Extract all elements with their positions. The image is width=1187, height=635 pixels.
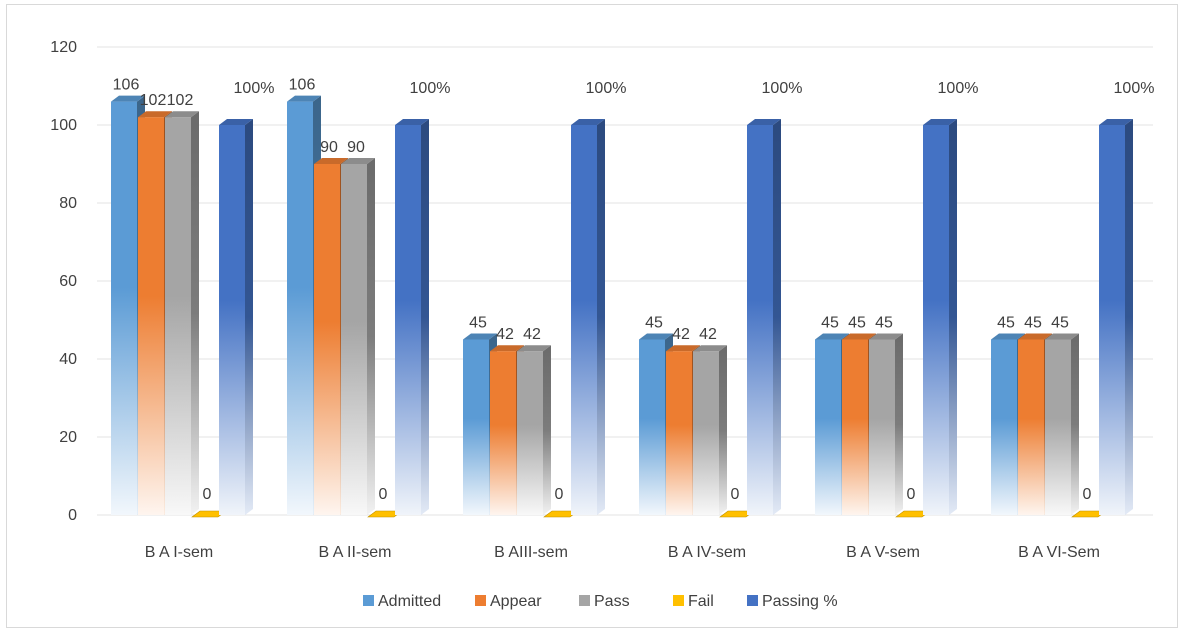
data-label: 0 <box>379 486 388 503</box>
legend-swatch <box>363 595 374 606</box>
bar-pass-6 <box>1045 333 1079 515</box>
x-category-label: B A V-sem <box>846 544 920 561</box>
bar-passing-2 <box>395 119 429 515</box>
legend-item-3: Pass <box>579 593 630 610</box>
data-label: 42 <box>672 326 690 343</box>
x-category-label: B A I-sem <box>145 544 213 561</box>
data-label: 45 <box>469 315 487 332</box>
y-tick-label: 80 <box>59 195 77 212</box>
data-label: 0 <box>731 486 740 503</box>
legend-swatch <box>579 595 590 606</box>
data-label: 0 <box>907 486 916 503</box>
bar-pass-2 <box>341 158 375 515</box>
chart-frame: 0 20 40 60 80 100 120 106 102 102 0 100% 106 90 90 0 10… <box>6 4 1178 628</box>
y-tick-label: 40 <box>59 351 77 368</box>
bar-passing-5 <box>923 119 957 515</box>
x-category-label: B A II-sem <box>319 544 392 561</box>
legend-label: Appear <box>490 593 542 610</box>
bar-pass-5 <box>869 333 903 515</box>
data-label: 100% <box>234 80 275 97</box>
legend: Admitted Appear Pass Fail Passing % <box>363 593 838 610</box>
legend-swatch <box>475 595 486 606</box>
legend-label: Fail <box>688 593 714 610</box>
x-axis-categories: B A I-sem B A II-sem B AIII-sem B A IV-sem B… <box>145 544 1100 561</box>
data-label: 42 <box>699 326 717 343</box>
bar-passing-4 <box>747 119 781 515</box>
data-label: 106 <box>113 77 140 94</box>
data-label: 42 <box>496 326 514 343</box>
data-label: 45 <box>1051 315 1069 332</box>
legend-label: Admitted <box>378 593 441 610</box>
y-tick-label: 0 <box>68 507 77 524</box>
data-label: 100% <box>938 80 979 97</box>
data-label: 45 <box>997 315 1015 332</box>
gridlines <box>97 46 1153 516</box>
data-label: 42 <box>523 326 541 343</box>
data-label: 100% <box>1114 80 1155 97</box>
data-label: 102 <box>140 92 167 109</box>
data-label: 100% <box>410 80 451 97</box>
data-label: 0 <box>555 486 564 503</box>
y-tick-label: 60 <box>59 273 77 290</box>
legend-label: Pass <box>594 593 630 610</box>
y-tick-label: 20 <box>59 429 77 446</box>
legend-swatch <box>747 595 758 606</box>
data-label: 45 <box>1024 315 1042 332</box>
data-label: 45 <box>875 315 893 332</box>
legend-item-1: Admitted <box>363 593 441 610</box>
bar-pass-3 <box>517 345 551 515</box>
data-label: 90 <box>320 139 338 156</box>
bars <box>111 95 1133 518</box>
data-label: 45 <box>848 315 866 332</box>
legend-label: Passing % <box>762 593 838 610</box>
bar-pass-1 <box>165 111 199 515</box>
data-label: 100% <box>586 80 627 97</box>
x-category-label: B A VI-Sem <box>1018 544 1100 561</box>
legend-item-2: Appear <box>475 593 542 610</box>
y-axis-ticks: 0 20 40 60 80 100 120 <box>50 39 77 524</box>
legend-item-4: Fail <box>673 593 714 610</box>
legend-swatch <box>673 595 684 606</box>
x-category-label: B A IV-sem <box>668 544 746 561</box>
data-label: 100% <box>762 80 803 97</box>
bar-passing-3 <box>571 119 605 515</box>
y-tick-label: 100 <box>50 117 77 134</box>
legend-item-5: Passing % <box>747 593 838 610</box>
bar-pass-4 <box>693 345 727 515</box>
bar-passing-1 <box>219 119 253 515</box>
data-label: 0 <box>203 486 212 503</box>
data-label: 0 <box>1083 486 1092 503</box>
bar-passing-6 <box>1099 119 1133 515</box>
data-label: 102 <box>167 92 194 109</box>
data-label: 90 <box>347 139 365 156</box>
x-category-label: B AIII-sem <box>494 544 568 561</box>
data-label: 45 <box>821 315 839 332</box>
data-label: 45 <box>645 315 663 332</box>
data-label: 106 <box>289 77 316 94</box>
y-tick-label: 120 <box>50 39 77 56</box>
